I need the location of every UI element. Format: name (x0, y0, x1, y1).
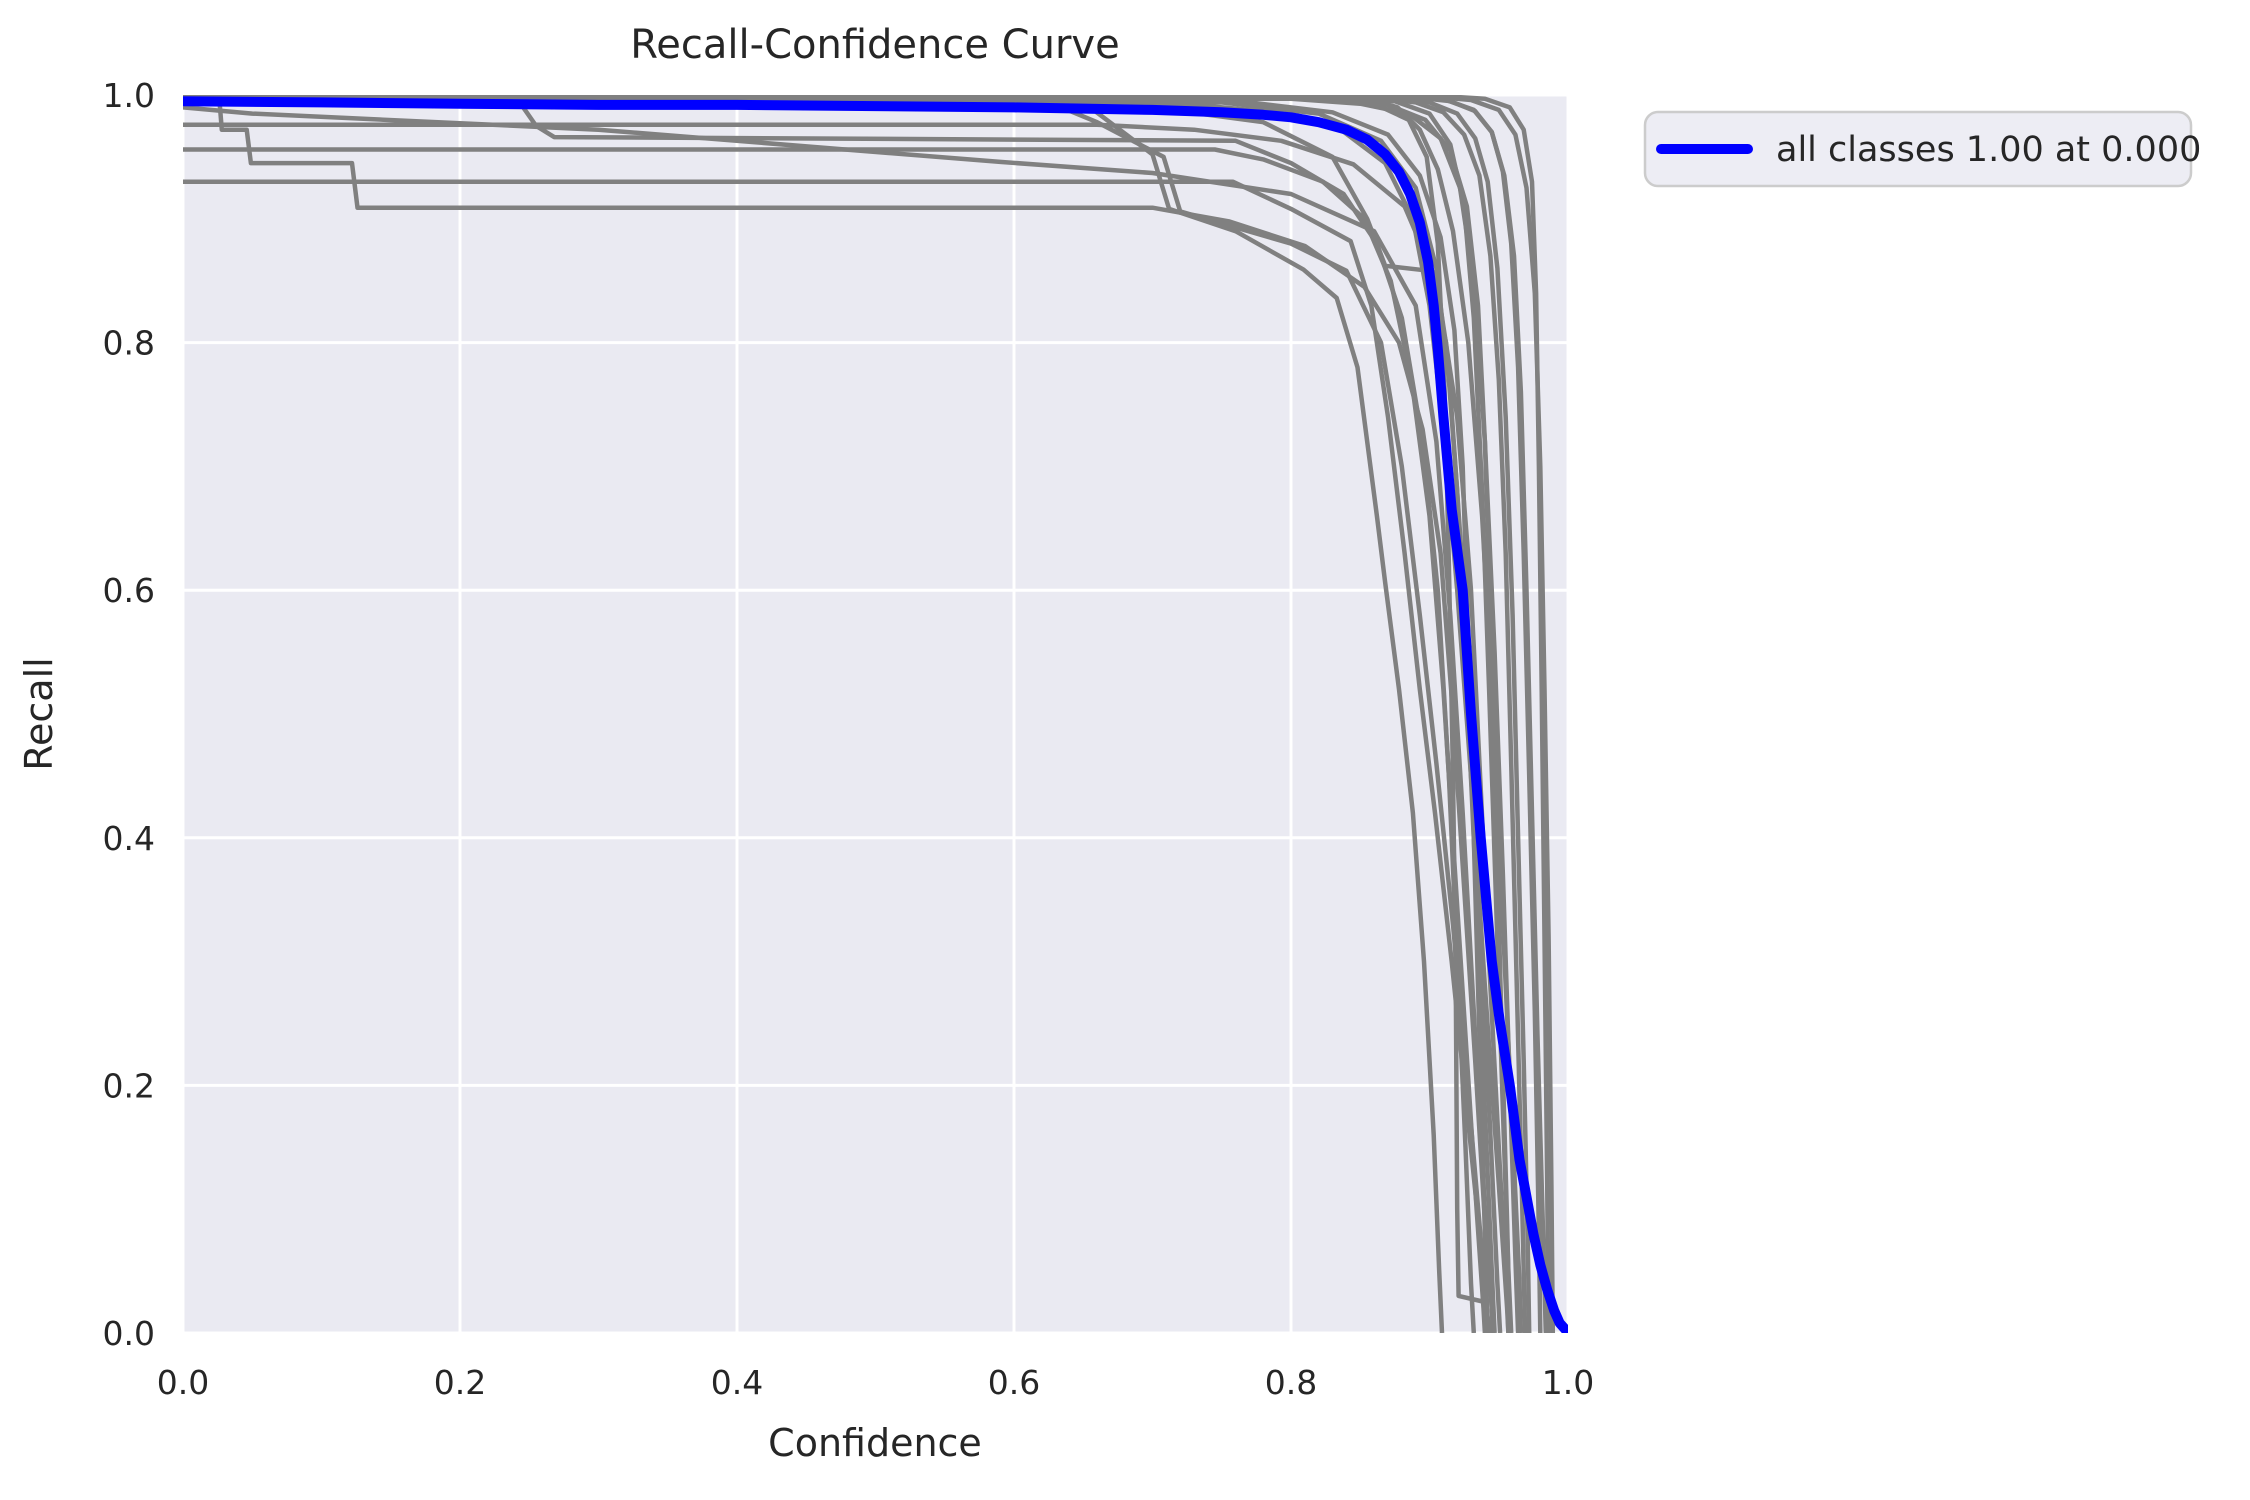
y-axis-label: Recall (17, 657, 61, 770)
y-tick-label: 0.8 (103, 324, 155, 363)
legend-box (1643, 110, 2193, 188)
y-tick-label: 0.0 (103, 1314, 155, 1353)
y-tick-label: 0.4 (103, 819, 155, 858)
plot-area (183, 95, 1568, 1333)
class-curve (183, 95, 1543, 1333)
x-tick-label: 0.0 (157, 1363, 209, 1402)
y-tick-labels: 0.0 0.2 0.4 0.6 0.8 1.0 (103, 76, 155, 1353)
x-tick-label: 0.6 (988, 1363, 1040, 1402)
class-curve (183, 95, 1532, 1333)
class-curve (183, 95, 1490, 1333)
x-axis-label: Confidence (768, 1421, 982, 1465)
x-tick-label: 1.0 (1542, 1363, 1594, 1402)
y-tick-label: 0.6 (103, 571, 155, 610)
chart-title: Recall-Confidence Curve (630, 22, 1119, 68)
x-tick-label: 0.2 (434, 1363, 486, 1402)
legend: all classes 1.00 at 0.000 (1643, 110, 2201, 188)
class-curve (183, 95, 1528, 1333)
legend-label: all classes 1.00 at 0.000 (1776, 130, 2201, 170)
class-curve (183, 97, 1490, 1333)
x-tick-label: 0.4 (711, 1363, 763, 1402)
x-tick-labels: 0.0 0.2 0.4 0.6 0.8 1.0 (157, 1363, 1594, 1402)
all-classes-curve (183, 96, 1568, 1333)
class-curve (183, 96, 1503, 1333)
y-tick-label: 0.2 (103, 1066, 155, 1105)
y-tick-label: 1.0 (103, 76, 155, 115)
class-curve (183, 105, 1496, 1333)
x-tick-label: 0.8 (1265, 1363, 1317, 1402)
all-classes-line (183, 96, 1568, 1333)
class-curve (183, 95, 1551, 1333)
class-curve (183, 179, 1492, 1333)
